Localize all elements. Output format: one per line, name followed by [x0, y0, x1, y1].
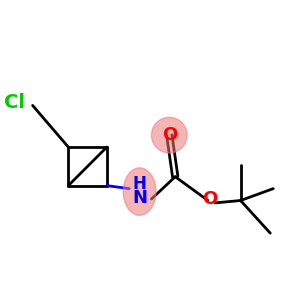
Circle shape [152, 117, 187, 153]
Text: Cl: Cl [4, 93, 25, 112]
Text: O: O [202, 190, 217, 208]
Ellipse shape [123, 168, 156, 215]
Text: H: H [133, 175, 146, 193]
Text: O: O [162, 126, 177, 144]
Text: N: N [132, 188, 147, 206]
